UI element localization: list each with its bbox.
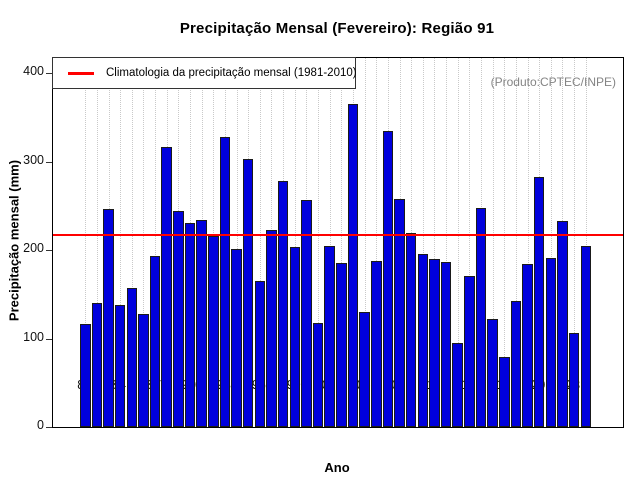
- bar-2002: [324, 246, 335, 427]
- bar-2020: [533, 177, 545, 427]
- year-gridline: [294, 58, 296, 427]
- bar-2015: [475, 208, 487, 427]
- bar-1982: [91, 303, 103, 427]
- bar-1988: [161, 147, 172, 427]
- bar-2014: [464, 276, 475, 427]
- year-gridline: [364, 58, 366, 427]
- bar-1994: [231, 249, 242, 427]
- bar-1998: [277, 181, 289, 427]
- y-tick-300: [46, 161, 52, 163]
- year-gridline: [131, 58, 133, 427]
- y-tick-label-400: 400: [23, 64, 44, 78]
- year-gridline: [457, 58, 459, 427]
- y-tick-200: [46, 250, 52, 251]
- year-gridline: [550, 58, 552, 427]
- year-gridline: [504, 58, 506, 427]
- year-gridline: [422, 58, 424, 427]
- year-gridline: [434, 58, 436, 427]
- bar-1987: [149, 256, 161, 427]
- year-gridline: [143, 58, 145, 427]
- bar-1992: [208, 236, 219, 427]
- bar-2016: [487, 319, 498, 427]
- legend-label: Climatologia da precipitação mensal (198…: [106, 67, 357, 79]
- bar-2018: [510, 301, 522, 427]
- bar-2003: [336, 263, 347, 427]
- bar-2022: [557, 221, 568, 427]
- bar-2009: [405, 233, 417, 427]
- bar-1991: [196, 220, 207, 427]
- year-gridline: [259, 58, 261, 427]
- bar-1983: [103, 209, 114, 427]
- y-tick-0: [46, 427, 52, 428]
- year-gridline: [155, 58, 157, 427]
- climatology-line: [53, 233, 623, 236]
- bar-2021: [545, 258, 557, 427]
- year-gridline: [236, 58, 238, 427]
- bar-2012: [440, 262, 452, 427]
- year-gridline: [85, 58, 87, 427]
- y-tick-400: [46, 73, 52, 74]
- bar-2013: [452, 343, 463, 427]
- bar-1995: [242, 159, 254, 427]
- bar-1999: [289, 247, 301, 427]
- plot-area: Climatologia da precipitação mensal (198…: [46, 57, 624, 428]
- year-gridline: [574, 58, 576, 427]
- y-tick-label-300: 300: [23, 152, 44, 167]
- climatology-line-sample: [68, 71, 94, 75]
- bar-1996: [254, 281, 266, 427]
- bar-2024: [580, 246, 592, 427]
- year-gridline: [492, 58, 494, 427]
- bar-1990: [184, 223, 196, 427]
- year-gridline: [527, 58, 529, 427]
- bar-2019: [522, 264, 533, 427]
- year-gridline: [96, 58, 98, 427]
- bar-2011: [429, 259, 440, 427]
- bar-2017: [499, 357, 510, 427]
- bar-1985: [126, 288, 138, 427]
- bar-1984: [114, 305, 126, 427]
- x-axis-title: Ano: [324, 460, 350, 475]
- bar-2006: [371, 261, 382, 427]
- bar-2007: [382, 131, 394, 427]
- bar-1997: [266, 230, 277, 427]
- bar-2004: [347, 104, 359, 427]
- legend: Climatologia da precipitação mensal (198…: [52, 57, 357, 89]
- year-gridline: [585, 58, 587, 427]
- year-gridline: [376, 58, 378, 427]
- bar-1986: [138, 314, 149, 427]
- y-tick-100: [46, 338, 52, 340]
- year-gridline: [341, 58, 343, 427]
- bar-2010: [417, 254, 429, 427]
- chart-title: Precipitação Mensal (Fevereiro): Região …: [179, 20, 495, 37]
- bar-2008: [394, 199, 405, 427]
- bar-1981: [80, 324, 91, 427]
- y-tick-label-200: 200: [23, 241, 44, 255]
- year-gridline: [469, 58, 471, 427]
- bar-1989: [173, 211, 184, 427]
- year-gridline: [318, 58, 320, 427]
- year-gridline: [515, 58, 517, 427]
- product-note: (Produto:CPTEC/INPE): [490, 75, 616, 89]
- y-tick-label-100: 100: [23, 329, 44, 344]
- y-tick-label-0: 0: [37, 418, 44, 432]
- year-gridline: [446, 58, 448, 427]
- bar-1993: [219, 137, 231, 427]
- year-gridline: [120, 58, 122, 427]
- bar-2005: [359, 312, 370, 427]
- year-gridline: [329, 58, 331, 427]
- bar-2001: [312, 323, 324, 427]
- bar-2023: [568, 333, 580, 427]
- bar-2000: [301, 200, 312, 427]
